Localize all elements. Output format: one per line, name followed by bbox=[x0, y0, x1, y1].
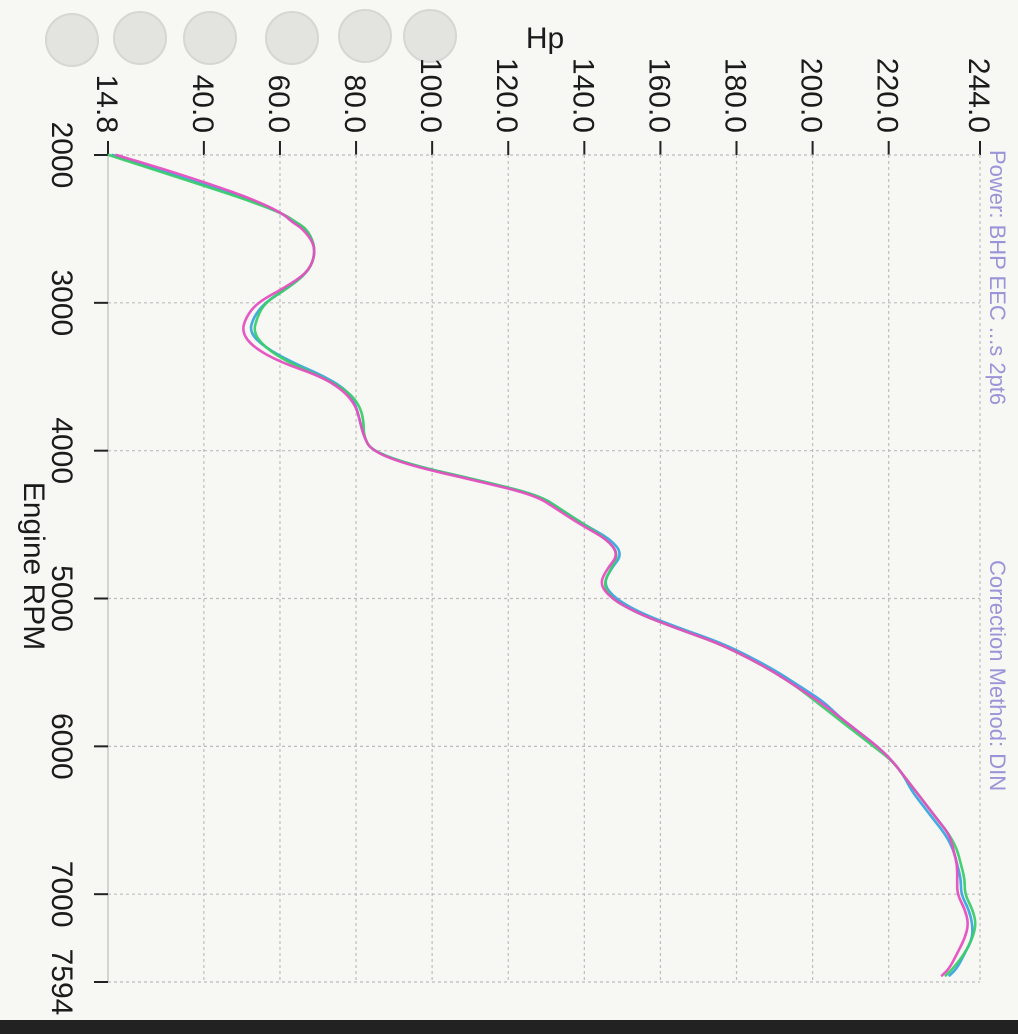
y-tick-label: 40.0 bbox=[186, 75, 219, 133]
y-tick-label: 60.0 bbox=[262, 75, 295, 133]
series-line-3 bbox=[115, 153, 969, 977]
header-correction-text: Correction Method: DIN bbox=[985, 560, 1010, 791]
header-strip: Power: BHP EEC ...s 2pt6 Correction Meth… bbox=[985, 150, 1010, 791]
y-tick-label: 220.0 bbox=[871, 58, 904, 133]
x-tick-label: 4000 bbox=[45, 417, 78, 484]
y-tick-labels: 14.8 40.0 60.0 80.0 100.0 120.0 140.0 160.0 180.… bbox=[90, 58, 995, 133]
binder-hole bbox=[338, 9, 392, 63]
binder-hole bbox=[45, 13, 99, 67]
y-tick-label: 244.0 bbox=[962, 58, 995, 133]
y-tick-label: 180.0 bbox=[719, 58, 752, 133]
series-layer bbox=[107, 153, 977, 977]
grid bbox=[94, 141, 981, 983]
binder-hole bbox=[265, 11, 319, 65]
y-tick-label: 140.0 bbox=[566, 58, 599, 133]
x-tick-label: 2000 bbox=[45, 122, 78, 189]
x-tick-label: 7594 bbox=[45, 949, 78, 1016]
scan-edge bbox=[0, 1020, 1018, 1034]
y-tick-label: 120.0 bbox=[490, 58, 523, 133]
y-tick-label: 160.0 bbox=[642, 58, 675, 133]
y-tick-label: 200.0 bbox=[795, 58, 828, 133]
x-tick-label: 7000 bbox=[45, 861, 78, 928]
x-tick-label: 3000 bbox=[45, 269, 78, 336]
x-axis-title: Engine RPM bbox=[17, 482, 50, 650]
binder-hole bbox=[183, 11, 237, 65]
y-tick-label: 14.8 bbox=[90, 75, 123, 133]
binder-hole bbox=[403, 9, 457, 63]
y-tick-label: 100.0 bbox=[414, 58, 447, 133]
x-tick-label: 5000 bbox=[45, 565, 78, 632]
binder-hole bbox=[113, 11, 167, 65]
x-tick-label: 6000 bbox=[45, 713, 78, 780]
header-power-text: Power: BHP EEC ...s 2pt6 bbox=[985, 150, 1010, 405]
x-tick-labels: 2000 3000 4000 5000 6000 7000 7594 bbox=[45, 122, 78, 1016]
y-axis-title: Hp bbox=[526, 22, 564, 55]
y-tick-label: 80.0 bbox=[338, 75, 371, 133]
binder-holes-decoration bbox=[45, 9, 457, 67]
